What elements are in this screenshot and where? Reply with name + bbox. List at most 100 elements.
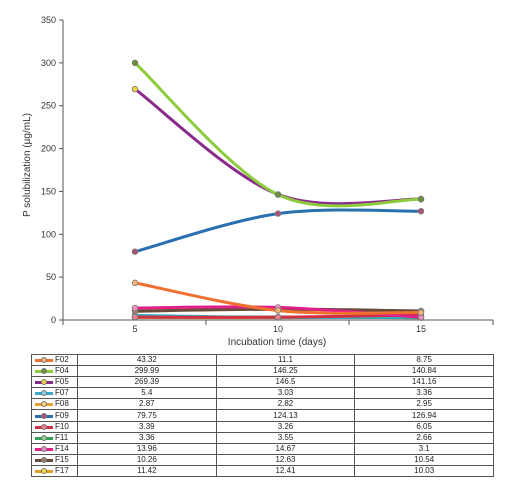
table-cell: 5.4 xyxy=(77,387,217,400)
table-cell: 13.96 xyxy=(77,442,217,455)
table-cell: 6.05 xyxy=(354,420,494,433)
legend-swatch-icon xyxy=(34,455,54,464)
table-cell: 10.54 xyxy=(354,453,494,466)
data-point-f14 xyxy=(131,304,139,312)
y-tick-label: 100 xyxy=(41,229,56,239)
table-cell: 8.75 xyxy=(354,353,494,367)
table-cell: 11.1 xyxy=(215,353,356,367)
table-row: F02 43.32 11.1 8.75 xyxy=(31,353,494,367)
table-cell: 43.32 xyxy=(77,353,217,367)
y-tick-label: 50 xyxy=(46,272,56,282)
y-tick-label: 200 xyxy=(41,144,56,154)
legend-swatch-icon xyxy=(34,367,54,376)
table-cell: 14.67 xyxy=(215,442,356,455)
legend-key: F07 xyxy=(31,387,78,400)
legend-series-name: F09 xyxy=(55,410,69,420)
table-row: F14 13.96 14.67 3.1 xyxy=(31,442,494,455)
table-cell: 10.03 xyxy=(354,464,494,478)
legend-swatch-icon xyxy=(34,444,54,453)
legend-key: F05 xyxy=(31,376,78,389)
x-tick-label: 5 xyxy=(132,324,137,334)
data-point-f04 xyxy=(274,191,282,198)
legend-series-name: F10 xyxy=(55,421,69,431)
data-point-f02 xyxy=(131,279,139,287)
table-row: F11 3.36 3.55 2.66 xyxy=(31,431,494,444)
table-cell: 124.13 xyxy=(215,409,356,422)
table-row: F17 11.42 12.41 10.03 xyxy=(31,464,494,478)
y-axis: 0 50 100 150 200 250 300 350 xyxy=(41,15,64,325)
legend-series-name: F17 xyxy=(55,465,69,475)
table-cell: 2.66 xyxy=(354,431,494,444)
table-cell: 11.42 xyxy=(77,464,217,478)
table-row: F04 299.99 146.25 140.84 xyxy=(31,365,494,378)
legend-swatch-icon xyxy=(34,400,54,409)
y-tick-label: 150 xyxy=(41,186,56,196)
x-tick-label: 15 xyxy=(416,324,426,334)
legend-series-name: F08 xyxy=(55,399,69,409)
table-cell: 12.41 xyxy=(215,464,356,478)
legend-series-name: F05 xyxy=(55,377,69,387)
table-cell: 2.82 xyxy=(215,398,356,411)
table-cell: 146.5 xyxy=(215,376,356,389)
table-cell: 3.1 xyxy=(354,442,494,455)
legend-key: F10 xyxy=(31,420,78,433)
legend-series-name: F07 xyxy=(55,388,69,398)
table-cell: 3.26 xyxy=(215,420,356,433)
legend-series-name: F14 xyxy=(55,443,69,453)
data-table: F02 43.32 11.1 8.75 F04 299.99 146.25 140.84 F05… xyxy=(31,353,494,478)
y-tick-label: 0 xyxy=(51,315,56,325)
table-cell: 126.94 xyxy=(354,409,494,422)
legend-series-name: F11 xyxy=(55,432,69,442)
legend-swatch-icon xyxy=(34,378,54,387)
data-point-f09 xyxy=(131,248,139,255)
legend-key: F11 xyxy=(31,431,78,444)
legend-key: F02 xyxy=(31,353,78,367)
table-cell: 140.84 xyxy=(354,365,494,378)
data-point-f05 xyxy=(131,85,139,93)
table-cell: 3.03 xyxy=(215,387,356,400)
legend-series-name: F04 xyxy=(55,366,69,376)
y-tick-label: 250 xyxy=(41,101,56,111)
table-cell: 3.39 xyxy=(77,420,217,433)
table-row: F15 10.26 12.63 10.54 xyxy=(31,453,494,466)
line-chart: 0 50 100 150 200 250 300 350 5 10 15 P solubiliza… xyxy=(22,15,494,348)
legend-key: F09 xyxy=(31,409,78,422)
series-layer xyxy=(131,59,425,321)
series-line-f04 xyxy=(133,61,423,208)
table-row: F05 269.39 146.5 141.16 xyxy=(31,376,494,389)
data-point-f10 xyxy=(131,313,139,321)
table-cell: 269.39 xyxy=(77,376,217,389)
y-tick-label: 350 xyxy=(41,15,56,25)
y-axis-label: P solubilization (µg/mL) xyxy=(22,113,33,217)
legend-series-name: F02 xyxy=(55,355,69,365)
legend-key: F17 xyxy=(31,464,78,478)
table-row: F07 5.4 3.03 3.36 xyxy=(31,387,494,400)
data-point-f09 xyxy=(417,207,425,215)
legend-swatch-icon xyxy=(34,466,54,475)
x-axis-label: Incubation time (days) xyxy=(228,337,326,348)
legend-swatch-icon xyxy=(34,356,54,365)
data-point-f09 xyxy=(274,210,282,217)
legend-key: F04 xyxy=(31,365,78,378)
table-cell: 141.16 xyxy=(354,376,494,389)
legend-swatch-icon xyxy=(34,433,54,442)
table-cell: 3.55 xyxy=(215,431,356,444)
table-cell: 10.26 xyxy=(77,453,217,466)
data-point-f10 xyxy=(274,314,282,321)
x-tick-label: 10 xyxy=(273,324,283,334)
legend-key: F08 xyxy=(31,398,78,411)
x-axis: 5 10 15 xyxy=(62,319,494,334)
table-row: F09 79.75 124.13 126.94 xyxy=(31,409,494,422)
table-cell: 3.36 xyxy=(354,387,494,400)
table-cell: 2.87 xyxy=(77,398,217,411)
legend-swatch-icon xyxy=(34,389,54,398)
y-tick-label: 300 xyxy=(41,58,56,68)
table-row: F08 2.87 2.82 2.95 xyxy=(31,398,494,411)
legend-key: F15 xyxy=(31,453,78,466)
table-cell: 3.36 xyxy=(77,431,217,444)
table-cell: 12.63 xyxy=(215,453,356,466)
table-cell: 299.99 xyxy=(77,365,217,378)
legend-key: F14 xyxy=(31,442,78,455)
data-point-f04 xyxy=(131,59,139,67)
data-point-f04 xyxy=(417,196,425,203)
